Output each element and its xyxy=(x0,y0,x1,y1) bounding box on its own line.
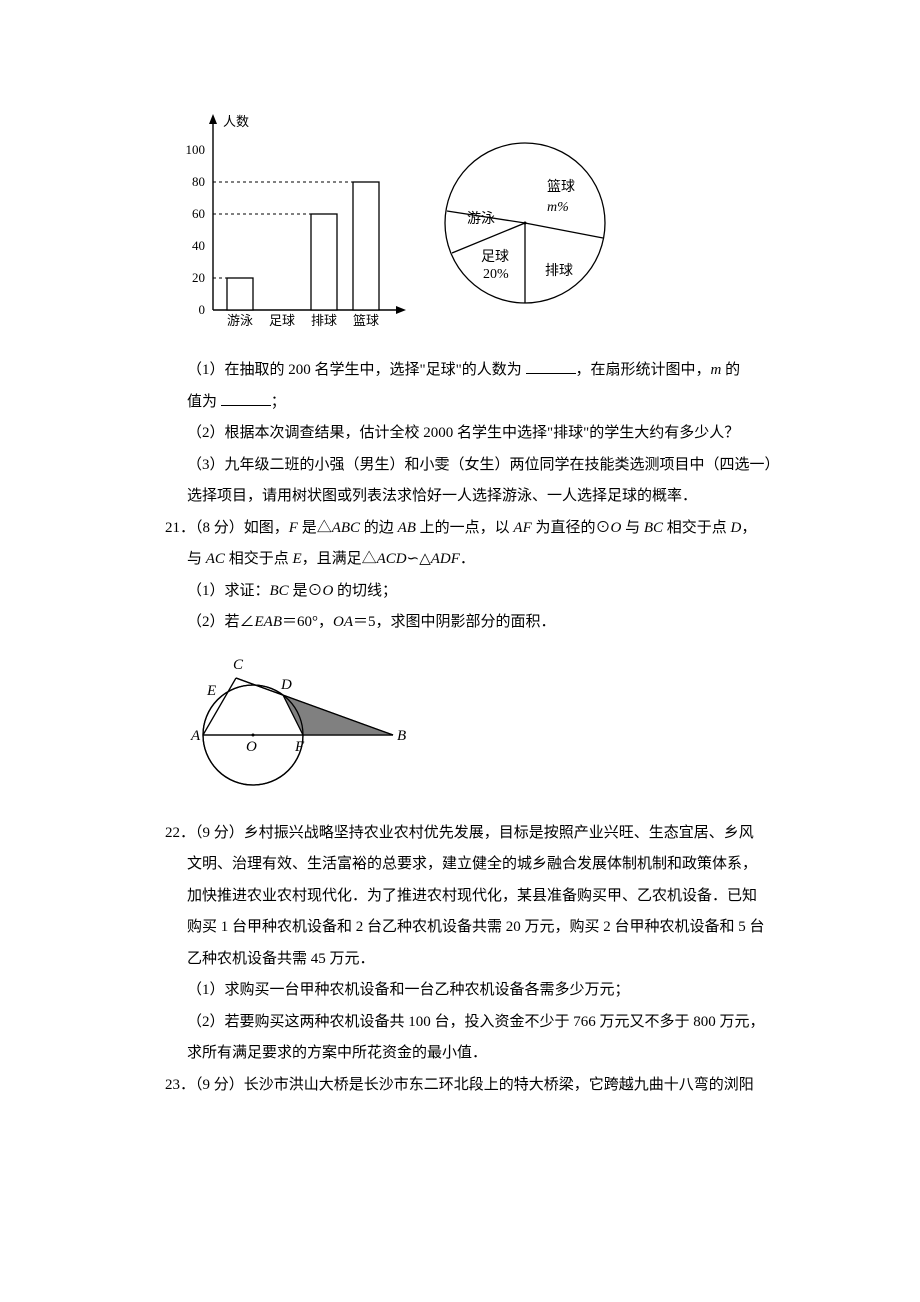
ytick-40: 40 xyxy=(192,238,205,253)
ytick-0: 0 xyxy=(199,302,206,317)
q21-p2: （2）若∠EAB＝60°，OA＝5，求图中阴影部分的面积． xyxy=(187,607,800,639)
q22-p1: （1）求购买一台甲种农机设备和一台乙种农机设备各需多少万元； xyxy=(187,975,800,1007)
q22-l3: 加快推进农业农村现代化．为了推进农村现代化，某县准备购买甲、乙农机设备．已知 xyxy=(187,881,800,913)
q20-part1: （1）在抽取的 200 名学生中，选择"足球"的人数为 ，在扇形统计图中，m 的 xyxy=(187,355,800,387)
bar-basketball xyxy=(353,182,379,310)
q20-part1-line2: 值为 ； xyxy=(187,387,800,419)
q21-line2: 与 AC 相交于点 E，且满足△ACD∽△ADF． xyxy=(187,544,800,576)
ytick-80: 80 xyxy=(192,174,205,189)
pie-label-basketball: 篮球 xyxy=(547,179,575,195)
ytick-60: 60 xyxy=(192,206,205,221)
pie-label-football-pct: 20% xyxy=(483,267,509,282)
pie-label-swimming: 游泳 xyxy=(467,211,495,227)
charts-row: 人数 0 20 40 60 80 100 游泳 足球 排球 xyxy=(165,110,800,335)
label-C: C xyxy=(233,657,244,673)
label-F: F xyxy=(294,739,305,755)
label-B: B xyxy=(397,728,406,744)
q20-part3b: 选择项目，请用树状图或列表法求恰好一人选择游泳、一人选择足球的概率． xyxy=(187,481,800,513)
q21-head: 21．（8 分）如图，F 是△ABC 的边 AB 上的一点，以 AF 为直径的⊙… xyxy=(165,513,800,545)
label-E: E xyxy=(206,683,216,699)
cat-football: 足球 xyxy=(269,313,295,328)
bar-swimming xyxy=(227,278,253,310)
q22-head: 22．（9 分）乡村振兴战略坚持农业农村优先发展，目标是按照产业兴旺、生态宜居、… xyxy=(165,818,800,850)
pie-label-volleyball: 排球 xyxy=(545,263,573,279)
blank-2 xyxy=(221,390,271,406)
cat-volleyball: 排球 xyxy=(311,313,337,328)
bar-volleyball xyxy=(311,214,337,310)
q20-part3: （3）九年级二班的小强（男生）和小雯（女生）两位同学在技能类选测项目中（四选一） xyxy=(187,450,800,482)
q23-head: 23．（9 分）长沙市洪山大桥是长沙市东二环北段上的特大桥梁，它跨越九曲十八弯的… xyxy=(165,1070,800,1102)
bar-chart: 人数 0 20 40 60 80 100 游泳 足球 排球 xyxy=(165,110,415,335)
pie-label-football: 足球 xyxy=(481,249,509,265)
label-O: O xyxy=(246,739,257,755)
q22-l2: 文明、治理有效、生活富裕的总要求，建立健全的城乡融合发展体制机制和政策体系， xyxy=(187,849,800,881)
cat-basketball: 篮球 xyxy=(353,313,379,328)
cat-swimming: 游泳 xyxy=(227,313,253,328)
y-axis-label: 人数 xyxy=(223,114,249,129)
blank-1 xyxy=(526,358,576,374)
q20-part2: （2）根据本次调查结果，估计全校 2000 名学生中选择"排球"的学生大约有多少… xyxy=(187,418,800,450)
label-D: D xyxy=(280,677,292,693)
q22-l5: 乙种农机设备共需 45 万元． xyxy=(187,944,800,976)
q22-p2: （2）若要购买这两种农机设备共 100 台，投入资金不少于 766 万元又不多于… xyxy=(187,1007,800,1039)
q21-p1: （1）求证：BC 是⊙O 的切线； xyxy=(187,576,800,608)
label-A: A xyxy=(190,728,201,744)
q22-l4: 购买 1 台甲种农机设备和 2 台乙种农机设备共需 20 万元，购买 2 台甲种… xyxy=(187,912,800,944)
pie-label-m: m% xyxy=(547,200,569,215)
ytick-100: 100 xyxy=(186,142,206,157)
q21-figure: C E D A O F B xyxy=(183,645,800,800)
ytick-20: 20 xyxy=(192,270,205,285)
q22-p2b: 求所有满足要求的方案中所花资金的最小值． xyxy=(187,1038,800,1070)
pie-chart: 篮球 m% 排球 足球 20% 游泳 xyxy=(425,123,625,323)
